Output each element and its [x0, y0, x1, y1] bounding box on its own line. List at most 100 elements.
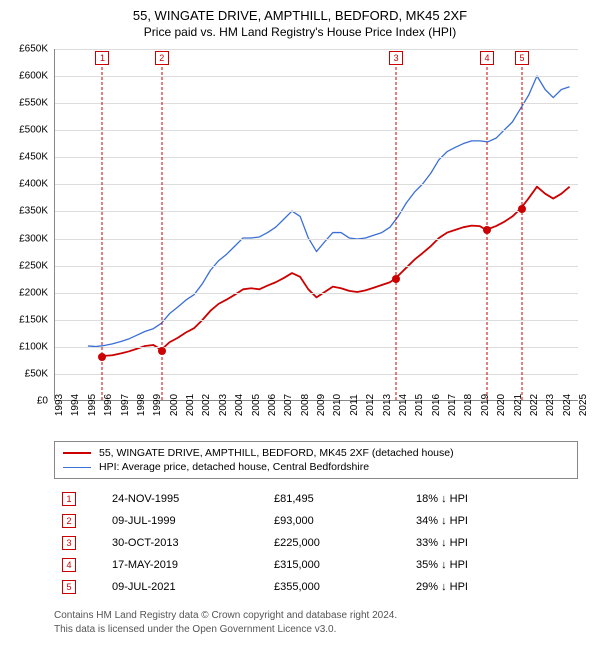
table-row: 209-JUL-1999£93,00034% ↓ HPI — [56, 511, 576, 531]
xtick-label: 2024 — [562, 394, 573, 416]
xtick-label: 2014 — [398, 394, 409, 416]
xtick-label: 2013 — [382, 394, 393, 416]
xtick-label: 2022 — [529, 394, 540, 416]
sale-marker-box: 1 — [95, 51, 109, 65]
sale-date: 09-JUL-1999 — [106, 511, 266, 531]
gridline-h — [55, 211, 578, 212]
row-marker: 4 — [62, 558, 76, 572]
gridline-h — [55, 293, 578, 294]
xtick-label: 2008 — [300, 394, 311, 416]
xtick-label: 2021 — [513, 394, 524, 416]
xtick-label: 2009 — [316, 394, 327, 416]
xtick-label: 1994 — [70, 394, 81, 416]
xtick-label: 2017 — [447, 394, 458, 416]
plot-region: 12345 — [54, 49, 578, 401]
footer-attribution: Contains HM Land Registry data © Crown c… — [54, 609, 578, 636]
gridline-h — [55, 320, 578, 321]
sale-marker-dot — [158, 347, 166, 355]
sale-delta: 33% ↓ HPI — [410, 533, 576, 553]
xtick-label: 2007 — [283, 394, 294, 416]
sale-price: £81,495 — [268, 489, 408, 509]
gridline-h — [55, 374, 578, 375]
sales-table: 124-NOV-1995£81,49518% ↓ HPI209-JUL-1999… — [54, 487, 578, 599]
sale-marker-dot — [483, 226, 491, 234]
footer-line-2: This data is licensed under the Open Gov… — [54, 623, 578, 637]
xtick-label: 2001 — [185, 394, 196, 416]
sale-date: 24-NOV-1995 — [106, 489, 266, 509]
gridline-h — [55, 130, 578, 131]
xtick-label: 2000 — [169, 394, 180, 416]
gridline-h — [55, 76, 578, 77]
sale-marker-dot — [518, 205, 526, 213]
ytick-label: £300K — [8, 233, 48, 244]
chart-area: 12345 £0£50K£100K£150K£200K£250K£300K£35… — [12, 45, 588, 435]
sale-date: 30-OCT-2013 — [106, 533, 266, 553]
xtick-label: 2019 — [480, 394, 491, 416]
gridline-h — [55, 347, 578, 348]
row-marker: 1 — [62, 492, 76, 506]
row-marker: 5 — [62, 580, 76, 594]
sale-marker-vline — [396, 67, 397, 400]
sale-price: £315,000 — [268, 555, 408, 575]
gridline-h — [55, 184, 578, 185]
ytick-label: £550K — [8, 98, 48, 109]
xtick-label: 2015 — [414, 394, 425, 416]
ytick-label: £450K — [8, 152, 48, 163]
chart-container: 55, WINGATE DRIVE, AMPTHILL, BEDFORD, MK… — [0, 0, 600, 650]
footer-line-1: Contains HM Land Registry data © Crown c… — [54, 609, 578, 623]
sale-date: 17-MAY-2019 — [106, 555, 266, 575]
sale-marker-box: 2 — [155, 51, 169, 65]
legend-swatch — [63, 452, 91, 454]
xtick-label: 2018 — [463, 394, 474, 416]
ytick-label: £50K — [8, 368, 48, 379]
row-marker: 3 — [62, 536, 76, 550]
sale-marker-vline — [522, 67, 523, 400]
xtick-label: 2002 — [201, 394, 212, 416]
xtick-label: 2005 — [251, 394, 262, 416]
ytick-label: £0 — [8, 396, 48, 407]
ytick-label: £100K — [8, 341, 48, 352]
sale-marker-box: 3 — [389, 51, 403, 65]
sale-delta: 34% ↓ HPI — [410, 511, 576, 531]
xtick-label: 1999 — [152, 394, 163, 416]
xtick-label: 1998 — [136, 394, 147, 416]
xtick-label: 2003 — [218, 394, 229, 416]
ytick-label: £400K — [8, 179, 48, 190]
xtick-label: 2023 — [545, 394, 556, 416]
legend-label: HPI: Average price, detached house, Cent… — [99, 461, 369, 473]
sale-marker-box: 5 — [515, 51, 529, 65]
ytick-label: £500K — [8, 125, 48, 136]
sale-price: £93,000 — [268, 511, 408, 531]
sale-marker-dot — [98, 353, 106, 361]
table-row: 509-JUL-2021£355,00029% ↓ HPI — [56, 577, 576, 597]
xtick-label: 2025 — [578, 394, 589, 416]
xtick-label: 1993 — [54, 394, 65, 416]
xtick-label: 2020 — [496, 394, 507, 416]
ytick-label: £650K — [8, 44, 48, 55]
sale-price: £355,000 — [268, 577, 408, 597]
xtick-label: 2016 — [431, 394, 442, 416]
chart-subtitle: Price paid vs. HM Land Registry's House … — [12, 25, 588, 39]
xtick-label: 2004 — [234, 394, 245, 416]
xtick-label: 2006 — [267, 394, 278, 416]
sale-delta: 35% ↓ HPI — [410, 555, 576, 575]
xtick-label: 2011 — [349, 394, 360, 416]
gridline-h — [55, 239, 578, 240]
legend-box: 55, WINGATE DRIVE, AMPTHILL, BEDFORD, MK… — [54, 441, 578, 479]
xtick-label: 2010 — [332, 394, 343, 416]
table-row: 3 30-OCT-2013£225,00033% ↓ HPI — [56, 533, 576, 553]
sale-price: £225,000 — [268, 533, 408, 553]
gridline-h — [55, 266, 578, 267]
sale-marker-vline — [102, 67, 103, 400]
ytick-label: £250K — [8, 260, 48, 271]
table-row: 4 17-MAY-2019£315,00035% ↓ HPI — [56, 555, 576, 575]
legend-label: 55, WINGATE DRIVE, AMPTHILL, BEDFORD, MK… — [99, 447, 454, 459]
sale-delta: 29% ↓ HPI — [410, 577, 576, 597]
ytick-label: £600K — [8, 71, 48, 82]
sale-marker-dot — [392, 275, 400, 283]
gridline-h — [55, 103, 578, 104]
xtick-label: 2012 — [365, 394, 376, 416]
title-block: 55, WINGATE DRIVE, AMPTHILL, BEDFORD, MK… — [12, 8, 588, 39]
table-row: 124-NOV-1995£81,49518% ↓ HPI — [56, 489, 576, 509]
xtick-label: 1996 — [103, 394, 114, 416]
